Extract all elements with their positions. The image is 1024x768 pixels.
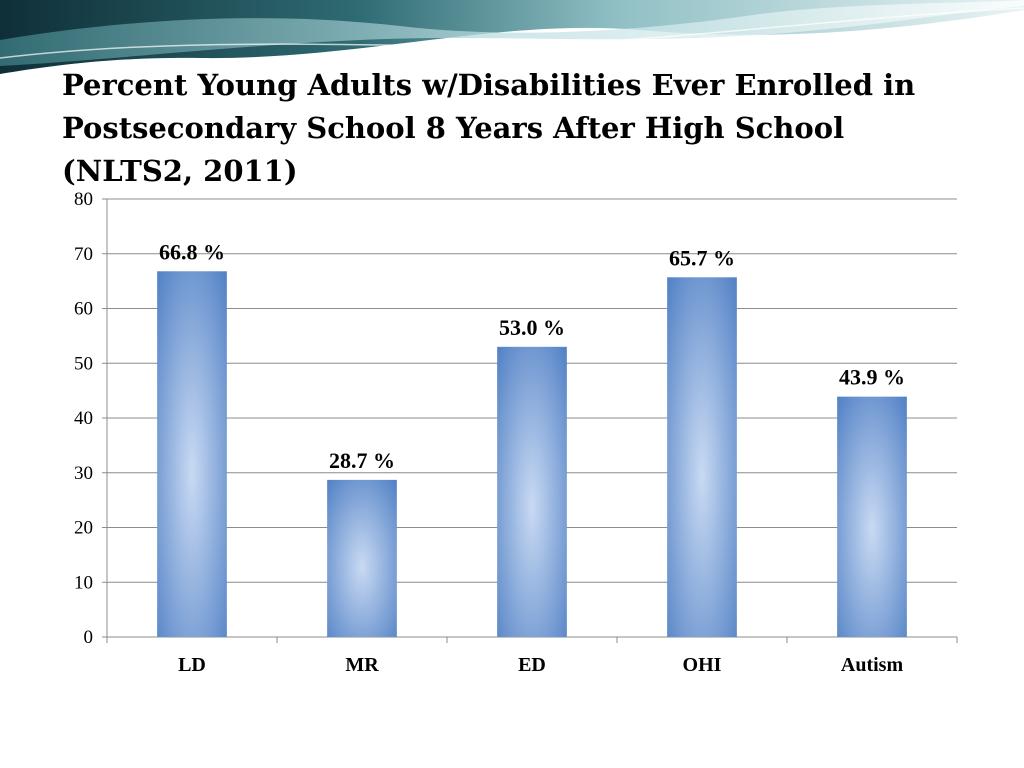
- y-tick-label: 40: [74, 408, 93, 429]
- data-label: 28.7 %: [329, 448, 395, 473]
- data-label: 66.8 %: [159, 239, 225, 264]
- y-tick-label: 10: [74, 572, 93, 593]
- x-category-label: OHI: [683, 654, 722, 676]
- y-tick-label: 0: [84, 627, 94, 648]
- y-tick-label: 20: [74, 518, 93, 539]
- bar-autism: [837, 396, 907, 637]
- y-tick-label: 70: [74, 244, 93, 265]
- bars: [157, 271, 907, 637]
- slide-title: Percent Young Adults w/Disabilities Ever…: [62, 68, 916, 188]
- data-label: 65.7 %: [669, 245, 735, 270]
- header-wave-banner: [0, 0, 1024, 74]
- x-category-label: Autism: [841, 654, 904, 676]
- bar-ed: [497, 346, 567, 637]
- y-tick-label: 60: [74, 299, 93, 320]
- data-label: 43.9 %: [839, 365, 905, 390]
- bar-mr: [327, 479, 397, 637]
- bar-ohi: [667, 277, 737, 637]
- y-tick-label: 30: [74, 463, 93, 484]
- x-category-label: ED: [518, 654, 546, 676]
- labels: 0 10 20 30 40 50 60 70 80 66.8 % LD 28.7 % MR 53.0 % E…: [74, 189, 905, 676]
- x-category-label: LD: [178, 654, 206, 676]
- x-category-label: MR: [345, 654, 379, 676]
- y-tick-label: 50: [74, 353, 93, 374]
- bar-ld: [157, 271, 227, 637]
- data-label: 53.0 %: [499, 315, 565, 340]
- y-tick-label: 80: [74, 189, 93, 210]
